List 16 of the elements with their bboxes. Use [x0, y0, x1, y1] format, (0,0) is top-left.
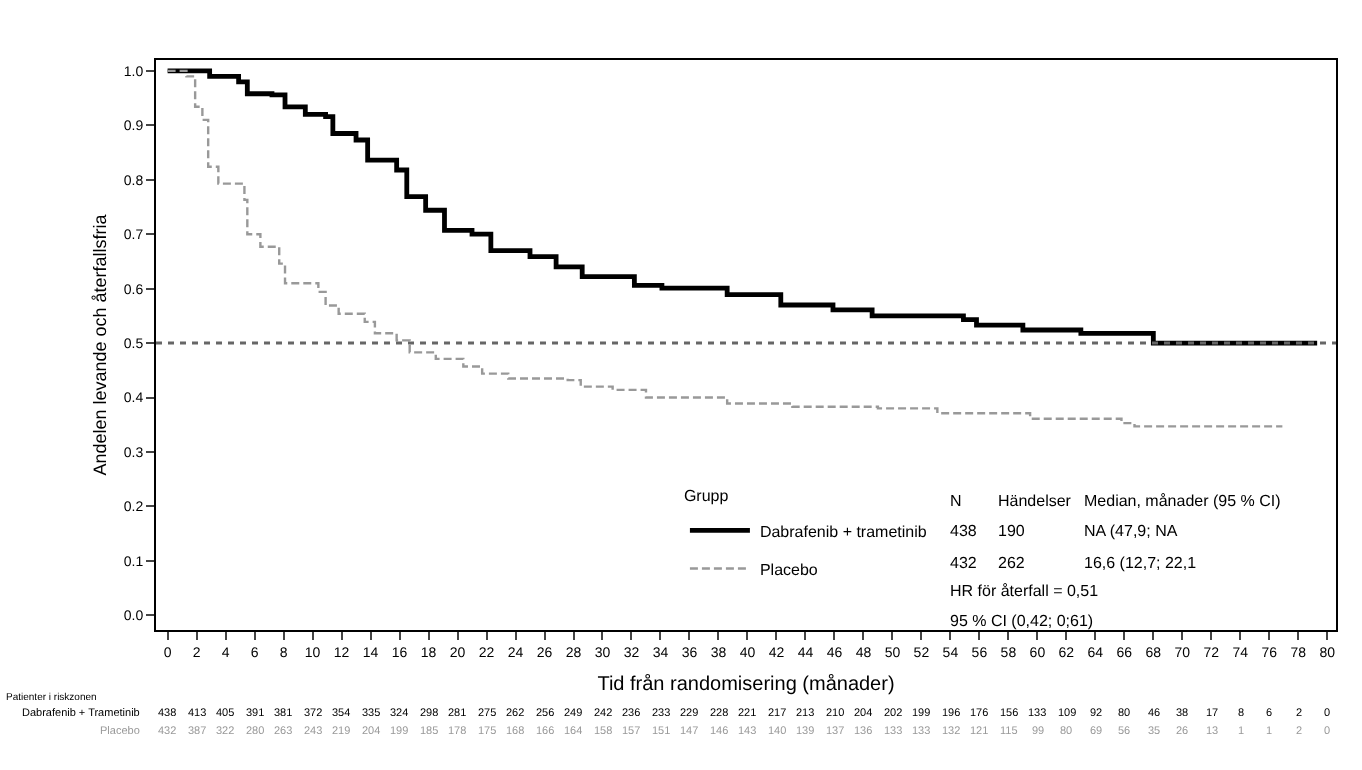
- annotation: 432: [950, 554, 978, 572]
- annotation: Median, månader (95 % CI): [1084, 492, 1282, 510]
- annotation: 438: [950, 522, 978, 540]
- annotation: 190: [998, 522, 1026, 540]
- annotation: Händelser: [998, 492, 1072, 510]
- annotation: 95 % CI (0,42; 0;61): [950, 612, 1094, 630]
- annotation: NA (47,9; NA: [1084, 522, 1179, 540]
- legend-label: Dabrafenib + trametinib: [759, 522, 928, 541]
- legend-label: Placebo: [759, 560, 819, 579]
- annotation: HR för återfall = 0,51: [950, 582, 1100, 600]
- annotation: 262: [998, 554, 1026, 572]
- x-axis-title: Tid från randomisering (månader): [597, 671, 895, 696]
- annotation: 16,6 (12,7; 22,1: [1084, 554, 1198, 572]
- y-axis-title: Andelen levande och återfallsfria: [90, 214, 111, 476]
- legend-title: Grupp: [683, 487, 730, 506]
- annotation: N: [950, 492, 962, 510]
